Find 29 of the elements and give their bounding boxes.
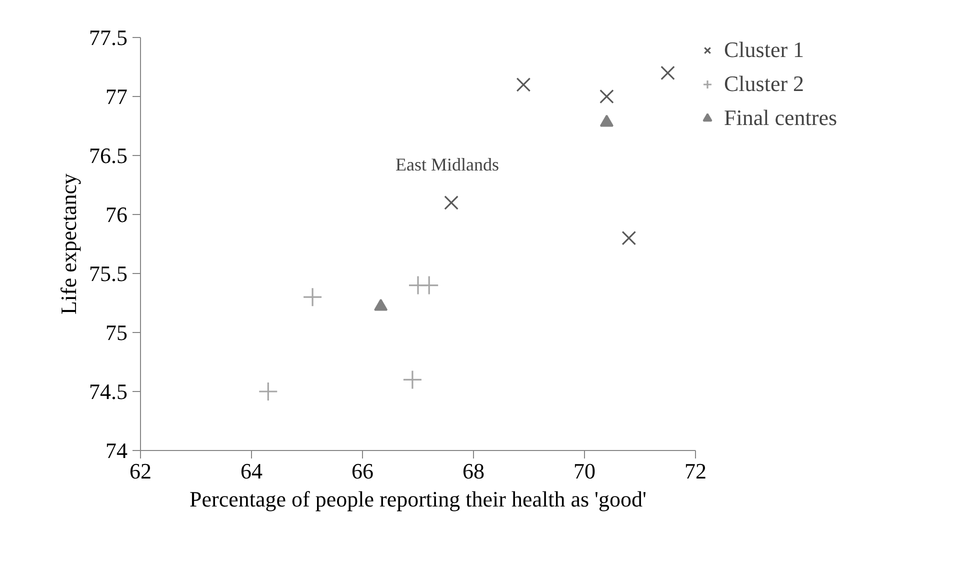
y-tick-label: 76: [106, 202, 128, 227]
y-tick-label: 74.5: [89, 379, 128, 404]
point: [516, 78, 531, 92]
annotation: East Midlands: [396, 154, 500, 175]
point: [660, 66, 675, 80]
x-tick-label: 70: [574, 458, 596, 484]
point: [302, 287, 322, 307]
point: [258, 382, 278, 402]
y-tick-label: 75: [106, 320, 128, 345]
y-tick-label: 77.5: [89, 25, 128, 50]
legend-label: Cluster 2: [724, 71, 804, 97]
y-tick-label: 74: [106, 438, 128, 463]
x-tick-label: 66: [352, 458, 374, 484]
x-tick-label: 72: [684, 458, 706, 484]
x-tick-label: 64: [240, 458, 262, 484]
point: [419, 276, 439, 296]
x-tick-label: 68: [462, 458, 484, 484]
point: [402, 370, 422, 390]
legend-label: Cluster 1: [724, 37, 804, 63]
point: [622, 230, 636, 246]
x-axis-title: Percentage of people reporting their health as 'good': [190, 486, 646, 512]
y-tick-label: 77: [106, 84, 128, 109]
y-tick-label: 75.5: [89, 261, 128, 286]
legend-label: Final centres: [724, 105, 838, 131]
x-tick-label: 62: [130, 458, 152, 484]
point: [444, 196, 458, 210]
y-tick-label: 76.5: [89, 143, 128, 168]
y-axis-title: Life expectancy: [56, 173, 81, 315]
point: [600, 89, 614, 104]
